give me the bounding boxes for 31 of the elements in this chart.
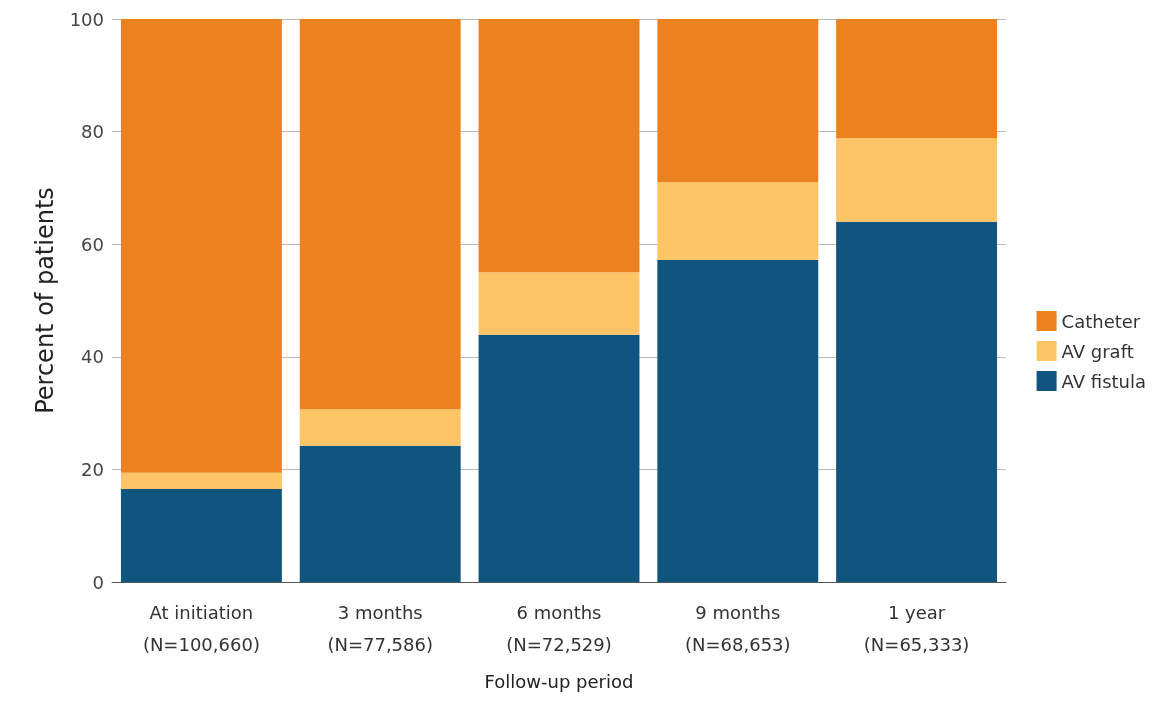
legend-label: AV graft [1061, 340, 1134, 362]
bar [657, 182, 819, 260]
bar [657, 19, 819, 183]
bar [478, 19, 640, 273]
bar [299, 19, 461, 410]
y-tick-label: 40 [81, 346, 104, 368]
x-tick-label: 1 year (N=65,333) [863, 601, 970, 655]
bar [299, 445, 461, 582]
bar [478, 334, 640, 582]
bar [120, 19, 282, 473]
legend-label: AV fistula [1061, 370, 1147, 392]
y-tick-label: 100 [69, 8, 104, 30]
bar [836, 138, 998, 222]
y-axis-title: Percent of patients [31, 187, 59, 414]
bar [836, 19, 998, 139]
bar [657, 259, 819, 582]
legend-label: Catheter [1061, 310, 1141, 332]
bar [120, 472, 282, 490]
x-tick-label: 9 months (N=68,653) [685, 601, 791, 655]
x-tick-label: 6 months (N=72,529) [506, 601, 612, 655]
x-tick-label: 3 months (N=77,586) [327, 601, 433, 655]
bar [120, 489, 282, 582]
y-tick-label: 60 [81, 233, 104, 255]
bar [299, 409, 461, 446]
x-tick-label: At initiation (N=100,660) [142, 601, 260, 655]
y-tick-label: 80 [81, 121, 104, 143]
y-tick-label: 0 [92, 571, 104, 593]
y-tick-label: 20 [81, 458, 104, 480]
bar [478, 272, 640, 335]
bar [836, 221, 998, 582]
x-axis-title: Follow-up period [484, 670, 634, 692]
